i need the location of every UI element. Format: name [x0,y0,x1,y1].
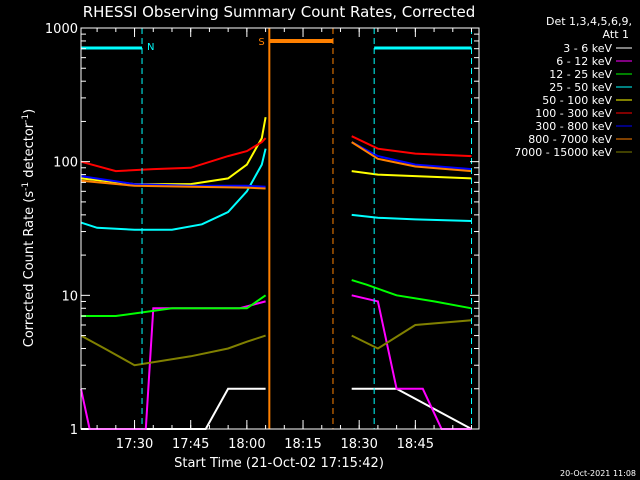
y-tick-label: 1 [70,423,78,438]
series-line [351,141,472,173]
x-tick-label: 18:30 [340,437,377,452]
series-line [81,294,267,317]
series-line [80,148,267,231]
y-tick-label: 10 [61,289,78,304]
series-line [80,179,266,190]
saa-label: S [258,37,264,48]
footer-timestamp: 20-Oct-2021 11:08 [560,469,636,478]
series-line [351,279,472,310]
axes-layer: 17:30 17:45 18:00 18:15 18:30 18:45 1 10 100 1000 [45,22,480,452]
x-axis-label: Start Time (21-Oct-02 17:15:42) [174,456,384,471]
legend-entry-label: 3 - 6 keV [563,42,612,55]
y-tick-label: 100 [53,156,78,171]
series-layer [80,117,472,430]
series-line [80,334,266,367]
legend-entry-label: 300 - 800 keV [535,120,612,133]
series-line [80,137,267,173]
night-label: N [147,42,154,53]
y-axis-label: Corrected Count Rate (s-1 detector-1) [21,109,37,347]
x-tick-label: 17:45 [172,437,209,452]
legend-entry-label: 50 - 100 keV [542,94,612,107]
x-tick-label: 18:45 [397,437,434,452]
series-line [351,141,472,171]
legend-entry-label: 800 - 7000 keV [528,133,612,146]
chart-title: RHESSI Observing Summary Count Rates, Co… [83,3,476,21]
series-line [351,135,472,158]
legend-entry-label: 100 - 300 keV [535,107,612,120]
legend-entry-label: 7000 - 15000 keV [514,146,612,159]
series-line [351,213,472,222]
x-tick-label: 18:15 [284,437,321,452]
x-tick-label: 17:30 [116,437,153,452]
legend-entry-label: 25 - 50 keV [549,81,612,94]
legend-header-line1: Det 1,3,4,5,6,9, [546,15,632,28]
legend-header-line2: Att 1 [603,28,629,41]
plot-frame [80,27,480,430]
legend-entry-label: 12 - 25 keV [549,68,612,81]
x-tick-label: 18:00 [228,437,265,452]
series-line [351,170,472,180]
legend-entry-label: 6 - 12 keV [556,55,612,68]
y-tick-label: 1000 [45,22,78,37]
series-line [351,319,472,350]
